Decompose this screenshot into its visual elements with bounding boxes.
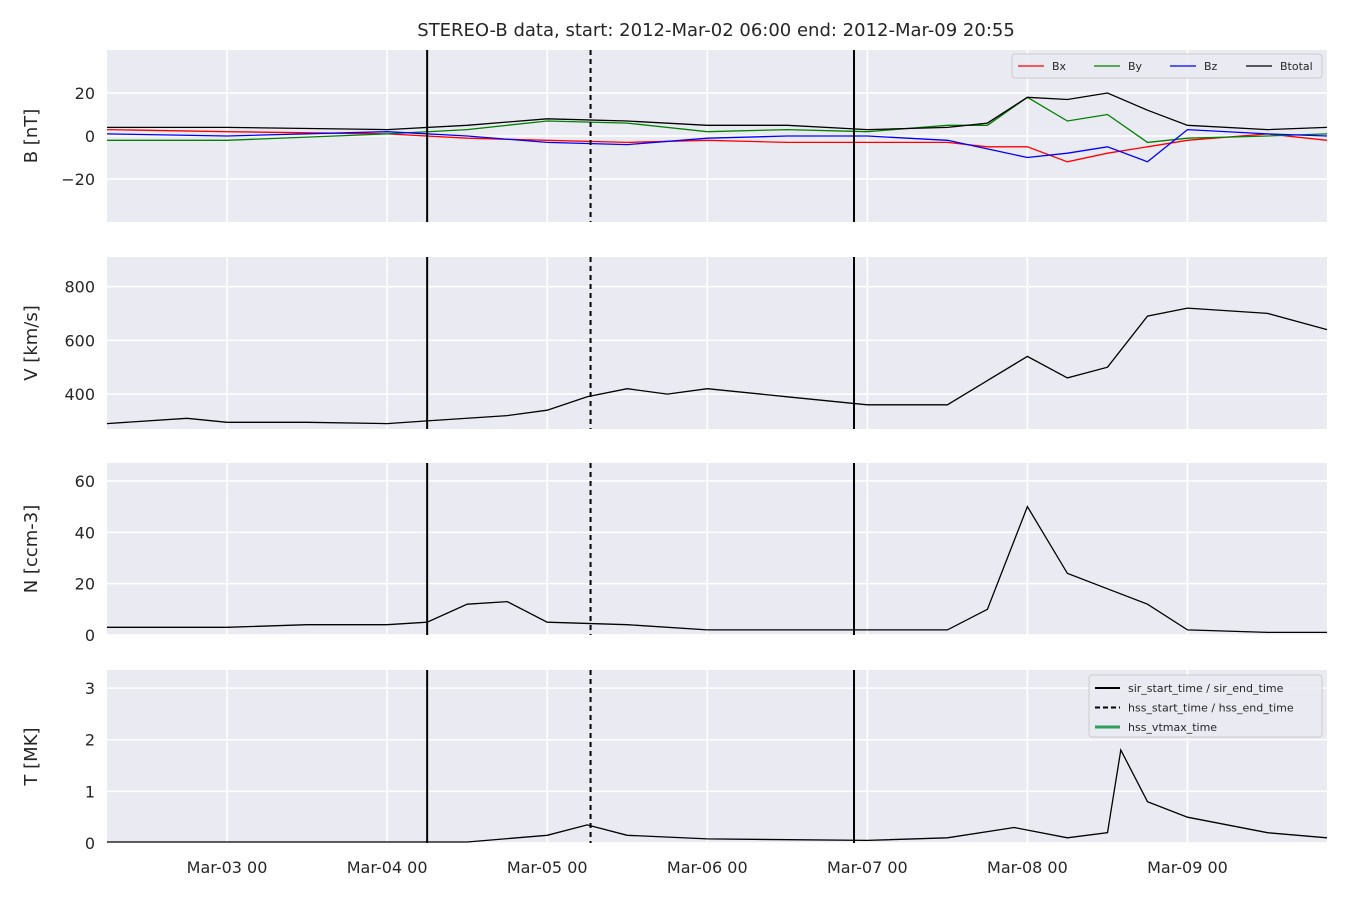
x-tick-label: Mar-05 00 <box>507 858 588 877</box>
y-tick-label: 0 <box>85 834 95 853</box>
plot-background <box>107 257 1327 429</box>
plot-background <box>107 463 1327 635</box>
legend-hss-vtmax-label: hss_vtmax_time <box>1128 721 1217 734</box>
y-tick-label: 40 <box>75 523 95 542</box>
legend-label-btotal: Btotal <box>1280 60 1313 73</box>
x-tick-label: Mar-07 00 <box>827 858 908 877</box>
legend-label-bz: Bz <box>1204 60 1218 73</box>
y-axis-label: N [ccm-3] <box>21 505 42 594</box>
series-bz-line <box>106 128 1328 163</box>
y-tick-label: 600 <box>64 331 95 350</box>
y-tick-label: 0 <box>85 127 95 146</box>
y-tick-label: 60 <box>75 472 95 491</box>
legend-frame <box>1088 674 1323 738</box>
series-bx-line <box>106 128 1328 163</box>
y-tick-label: 3 <box>85 679 95 698</box>
y-tick-label: −20 <box>61 170 95 189</box>
panel-b: −20 0 20 B [nT] Bx By Bz Btotal <box>21 50 1328 222</box>
series-n-line <box>107 505 1327 634</box>
y-axis-label: V [km/s] <box>21 305 42 380</box>
chart-title: STEREO-B data, start: 2012-Mar-02 06:00 … <box>417 20 1015 41</box>
legend-label-by: By <box>1128 60 1143 73</box>
legend-hss-label: hss_start_time / hss_end_time <box>1128 702 1294 715</box>
x-tick-label: Mar-06 00 <box>667 858 748 877</box>
panel-n: 0 20 40 60 N [ccm-3] <box>21 463 1327 645</box>
x-tick-label: Mar-03 00 <box>187 858 268 877</box>
series-t-line <box>107 747 1328 843</box>
y-tick-label: 2 <box>85 731 95 750</box>
y-axis-label: T [MK] <box>21 727 42 786</box>
y-tick-label: 0 <box>85 626 95 645</box>
legend-events: sir_start_time / sir_end_time hss_start_t… <box>1088 674 1323 738</box>
y-tick-label: 20 <box>75 84 95 103</box>
legend-label-bx: Bx <box>1052 60 1067 73</box>
y-tick-label: 400 <box>64 385 95 404</box>
panel-v: 400 600 800 V [km/s] <box>21 257 1328 429</box>
y-tick-label: 800 <box>64 278 95 297</box>
panel-t: 0 1 2 3 T [MK] sir_start_time / sir_end_timeh… <box>21 670 1328 853</box>
y-tick-label: 1 <box>85 782 95 801</box>
x-tick-label: Mar-04 00 <box>347 858 428 877</box>
y-tick-label: 20 <box>75 575 95 594</box>
series-btotal-line <box>107 92 1328 131</box>
legend-b: Bx By Bz Btotal <box>1011 53 1323 79</box>
legend-frame <box>1011 53 1323 79</box>
x-tick-label: Mar-08 00 <box>987 858 1068 877</box>
legend-sir-label: sir_start_time / sir_end_time <box>1128 682 1284 695</box>
series-v-line <box>106 307 1328 425</box>
y-axis-label: B [nT] <box>21 109 42 164</box>
x-tick-label: Mar-09 00 <box>1147 858 1228 877</box>
